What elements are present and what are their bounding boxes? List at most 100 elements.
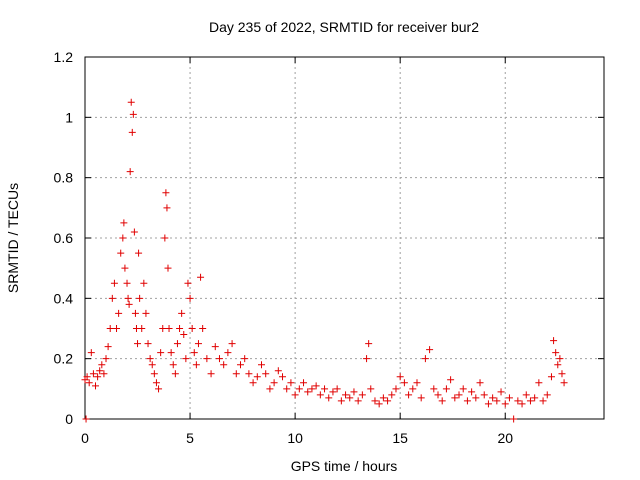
data-point (163, 204, 171, 212)
data-point (556, 355, 564, 363)
data-point (96, 367, 104, 375)
data-point (472, 394, 480, 402)
data-point (434, 391, 442, 399)
x-tick-label: 0 (81, 430, 89, 446)
data-point (215, 355, 223, 363)
data-point (375, 400, 383, 408)
data-point (270, 379, 278, 387)
data-point (241, 355, 249, 363)
data-point (560, 379, 568, 387)
grid (85, 57, 604, 419)
data-point (127, 98, 135, 106)
y-tick-label: 0 (65, 411, 73, 427)
data-point (120, 219, 128, 227)
data-point (165, 325, 173, 332)
data-point (413, 379, 421, 387)
data-point (558, 370, 566, 378)
data-point (480, 391, 488, 399)
data-point (329, 388, 337, 396)
data-point (367, 385, 375, 393)
data-point (363, 355, 371, 363)
data-point (173, 340, 181, 348)
data-point (220, 361, 228, 369)
data-point (130, 228, 138, 236)
data-point (371, 397, 379, 405)
data-point (489, 394, 497, 402)
data-point (115, 309, 123, 317)
data-point (531, 394, 539, 402)
y-tick-label: 0.4 (54, 290, 74, 306)
data-point (123, 279, 131, 287)
x-tick-label: 15 (392, 430, 408, 446)
data-point (119, 234, 127, 242)
data-point (89, 370, 97, 378)
data-point (337, 397, 345, 405)
data-point (501, 400, 509, 408)
data-point (554, 361, 562, 369)
data-point (388, 391, 396, 399)
data-point (167, 349, 175, 357)
data-point (232, 370, 240, 378)
data-point (126, 168, 134, 176)
data-point (253, 373, 261, 381)
data-point (405, 391, 413, 399)
data-point (146, 355, 154, 363)
data-point (194, 340, 202, 348)
y-tick-labels: 0 0.2 0.4 0.6 0.8 1 1.2 (54, 49, 74, 427)
x-tick-labels: 0 5 10 15 20 (81, 430, 513, 446)
data-point (274, 367, 282, 375)
x-tick-label: 20 (497, 430, 513, 446)
data-point (442, 385, 450, 393)
data-point (518, 400, 526, 408)
data-point (106, 325, 114, 332)
data-point (392, 385, 400, 393)
data-point (98, 361, 106, 369)
data-point (138, 325, 146, 332)
data-point (304, 388, 312, 396)
data-point (468, 388, 476, 396)
data-point (325, 394, 333, 402)
x-axis-label: GPS time / hours (291, 458, 398, 474)
data-point (110, 279, 118, 287)
data-point (136, 294, 144, 302)
data-point (535, 379, 543, 387)
data-point (121, 264, 129, 272)
data-point (164, 264, 172, 272)
data-point (236, 361, 244, 369)
data-point (455, 391, 463, 399)
data-point (249, 379, 257, 387)
chart-title: Day 235 of 2022, SRMTID for receiver bur… (209, 19, 479, 35)
data-point (113, 325, 121, 332)
data-point (365, 340, 373, 348)
x-tick-label: 10 (287, 430, 303, 446)
data-point (108, 294, 116, 302)
data-point (409, 385, 417, 393)
data-point (552, 349, 560, 357)
y-tick-label: 0.2 (54, 351, 74, 367)
data-point (134, 340, 142, 348)
y-axis-label: SRMTID / TECUs (5, 183, 21, 293)
data-point (321, 385, 329, 393)
data-point (117, 249, 125, 257)
data-point (484, 400, 492, 408)
data-point (266, 385, 274, 393)
data-point (396, 373, 404, 381)
data-point (162, 189, 170, 197)
y-tick-label: 1 (65, 109, 73, 125)
data-point (211, 343, 219, 351)
data-point (421, 355, 429, 363)
data-point (102, 355, 110, 363)
data-point (186, 294, 194, 302)
data-point (85, 379, 93, 387)
data-point (190, 349, 198, 357)
data-point (184, 279, 192, 287)
data-point (180, 331, 188, 339)
data-point (135, 249, 143, 257)
y-tick-label: 1.2 (54, 49, 74, 65)
data-point (543, 391, 551, 399)
data-point (342, 391, 350, 399)
data-point (128, 128, 136, 136)
data-point (199, 325, 207, 332)
data-point (169, 361, 177, 369)
data-point (514, 397, 522, 405)
